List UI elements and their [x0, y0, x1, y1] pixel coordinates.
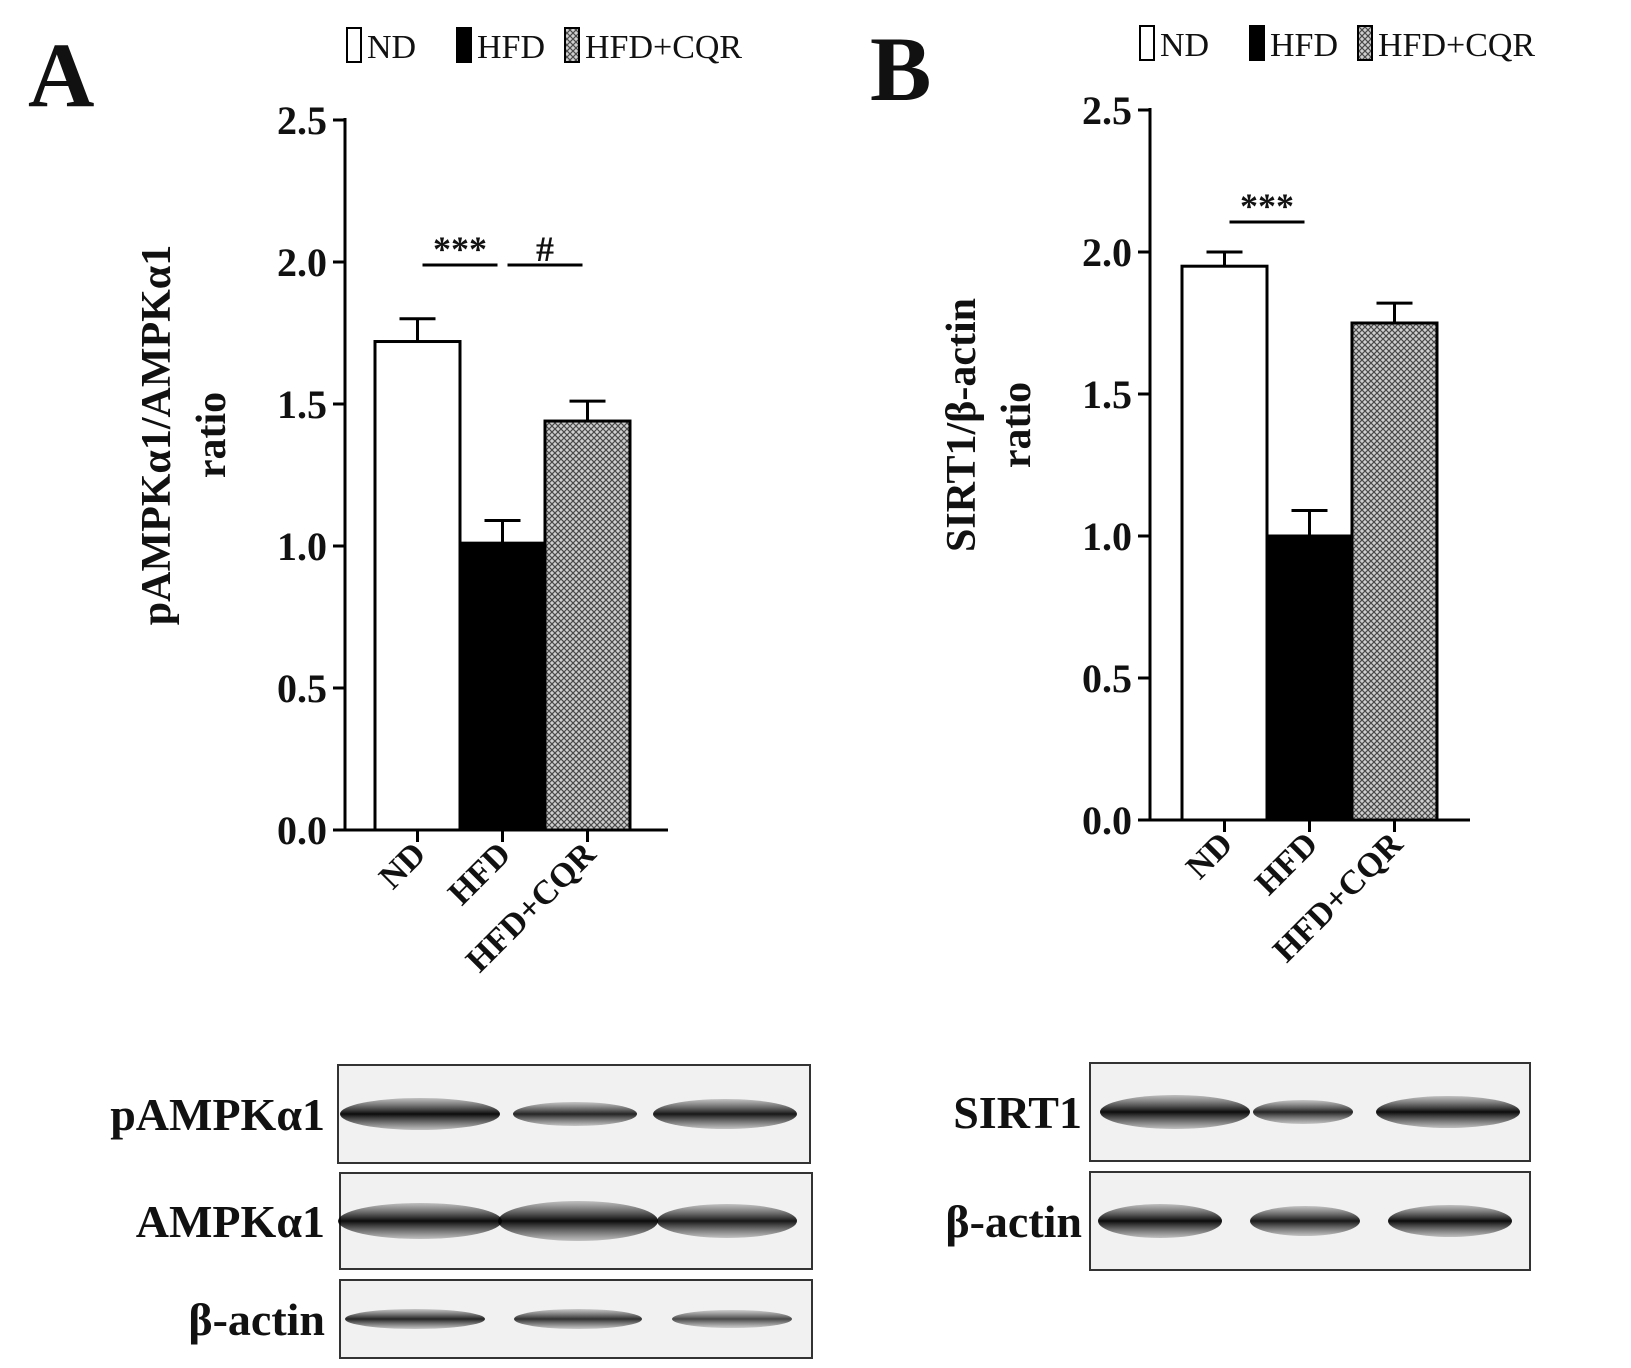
blot-b-0-band-0 — [1100, 1095, 1250, 1129]
blot-a-2-band-1 — [514, 1309, 642, 1329]
panel-a-y-tick-label-5: 2.5 — [277, 98, 327, 143]
panel-a-y-tick-label-3: 1.5 — [277, 382, 327, 427]
panel-a-sig-label-1: # — [536, 229, 554, 269]
panel-a-bar-hfd — [458, 541, 547, 832]
panel-b-y-axis-label-2: ratio — [994, 382, 1040, 468]
panel-b-legend-swatch-0 — [1139, 25, 1155, 61]
panel-b-legend-label-2: HFD+CQR — [1378, 27, 1535, 64]
blot-a-0-band-2 — [653, 1099, 797, 1129]
panel-b-sig-label-0: *** — [1240, 186, 1294, 226]
blot-b-1-band-0 — [1098, 1204, 1222, 1238]
blot-a-1-band-0 — [338, 1203, 502, 1239]
panel-a-bar-nd — [373, 340, 462, 832]
panel-a-sig-label-0: *** — [433, 229, 487, 269]
blots-panel-b: SIRT1 β-actin — [945, 1062, 1531, 1271]
panel-a-x-tick-label-1: HFD — [441, 835, 518, 912]
panel-b-y-tick-label-2: 1.0 — [1082, 514, 1132, 559]
blot-a-1-label: AMPKα1 — [136, 1196, 325, 1247]
blot-a-2-band-2 — [672, 1310, 792, 1328]
blot-b-0: SIRT1 — [953, 1062, 1531, 1162]
blot-b-1-band-1 — [1250, 1206, 1360, 1236]
blot-a-0-band-0 — [340, 1098, 500, 1130]
blot-a-2: β-actin — [188, 1279, 813, 1359]
panel-b-legend-swatch-2 — [1357, 25, 1373, 61]
blots-panel-a: pAMPKα1 AMPKα1 β-actin — [110, 1064, 813, 1359]
panel-a-legend-swatch-1 — [456, 27, 472, 63]
panel-b-bar-hfd-cqr — [1350, 321, 1439, 822]
blot-b-0-band-2 — [1376, 1096, 1520, 1128]
panel-letter-a: A — [28, 24, 94, 126]
panel-a-legend-label-2: HFD+CQR — [585, 29, 742, 66]
panel-a-legend-label-0: ND — [367, 29, 416, 66]
panel-a-y-axis-label: pAMPKα1/AMPKα1 — [134, 245, 180, 626]
panel-a-y-tick-label-0: 0.0 — [277, 808, 327, 853]
panel-b-x-tick-label-1: HFD — [1248, 825, 1325, 902]
panel-a-legend-swatch-0 — [346, 27, 362, 63]
blot-a-0-band-1 — [513, 1102, 637, 1126]
blot-b-1-band-2 — [1388, 1205, 1512, 1237]
panel-a-x-tick-label-0: ND — [372, 835, 433, 896]
panel-b-x-tick-label-0: ND — [1179, 825, 1240, 886]
panel-b-legend-label-0: ND — [1160, 27, 1209, 64]
blot-a-1: AMPKα1 — [136, 1172, 813, 1270]
blot-b-1: β-actin — [945, 1171, 1531, 1271]
blot-a-0: pAMPKα1 — [110, 1064, 811, 1164]
panel-b-bar-hfd — [1265, 534, 1354, 822]
panel-a-y-tick-label-4: 2.0 — [277, 240, 327, 285]
panel-a-y-tick-label-2: 1.0 — [277, 524, 327, 569]
panel-b-legend-label-1: HFD — [1270, 27, 1338, 64]
panel-b-bar-nd — [1180, 264, 1269, 822]
panel-b-y-tick-label-3: 1.5 — [1082, 372, 1132, 417]
panel-b-y-tick-label-0: 0.0 — [1082, 798, 1132, 843]
panel-b-y-axis-label: SIRT1/β-actin — [939, 298, 985, 552]
blot-b-0-label: SIRT1 — [953, 1087, 1082, 1138]
blot-b-0-band-1 — [1253, 1100, 1353, 1124]
panel-a-legend-swatch-2 — [564, 27, 580, 63]
blot-b-1-label: β-actin — [945, 1196, 1082, 1247]
blot-a-1-band-1 — [498, 1201, 658, 1241]
blot-a-2-label: β-actin — [188, 1294, 325, 1345]
panel-letter-b: B — [870, 18, 931, 120]
panel-b-legend-swatch-1 — [1249, 25, 1265, 61]
panel-b-y-tick-label-5: 2.5 — [1082, 88, 1132, 133]
panel-a-bar-hfd-cqr — [543, 419, 632, 832]
panel-b-y-tick-label-4: 2.0 — [1082, 230, 1132, 275]
blot-a-1-band-2 — [657, 1204, 797, 1238]
panel-a-y-axis-label-2: ratio — [189, 392, 235, 478]
panel-a-y-tick-label-1: 0.5 — [277, 666, 327, 711]
blot-a-0-label: pAMPKα1 — [110, 1089, 325, 1140]
blot-a-2-band-0 — [345, 1309, 485, 1329]
panel-b-y-tick-label-1: 0.5 — [1082, 656, 1132, 701]
panel-a-legend-label-1: HFD — [477, 29, 545, 66]
